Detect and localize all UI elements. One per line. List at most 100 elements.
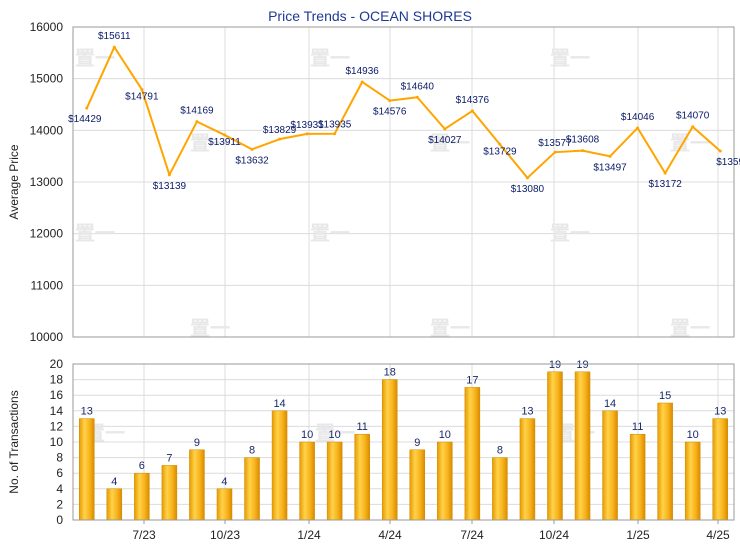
bar-data-label: 14 [273, 398, 285, 410]
price-data-label: $13497 [593, 162, 627, 173]
y-tick-label: 12000 [30, 227, 64, 241]
transaction-bar [437, 441, 453, 521]
price-point [360, 80, 364, 84]
bar-data-label: 9 [414, 437, 420, 449]
bar-data-label: 11 [356, 421, 367, 433]
watermark: 置一 [315, 421, 355, 445]
price-data-label: $13632 [235, 155, 269, 166]
transaction-bar [629, 433, 646, 521]
bar-data-label: 19 [549, 359, 561, 371]
y-tick-label: 14 [50, 404, 64, 418]
price-data-label: $13172 [648, 179, 682, 190]
y-tick-label: 2 [56, 497, 63, 511]
bar-data-label: 17 [466, 374, 478, 386]
price-data-label: $13729 [483, 146, 517, 157]
watermark: 置一 [430, 316, 470, 340]
bar-data-label: 8 [497, 445, 503, 457]
y-axis-title-price: Average Price [7, 144, 21, 219]
price-point [112, 45, 116, 49]
watermark: 置一 [670, 131, 710, 155]
price-data-label: $13080 [511, 184, 545, 195]
watermark: 置一 [190, 316, 230, 340]
y-tick-label: 10000 [30, 330, 64, 344]
price-point [443, 127, 447, 131]
price-point [167, 173, 171, 177]
price-data-label: $14429 [68, 114, 102, 125]
transaction-bar [161, 465, 178, 521]
price-point [636, 126, 640, 130]
price-data-label: $14640 [401, 81, 435, 92]
price-data-label: $13139 [153, 181, 187, 192]
bar-data-label: 18 [384, 367, 396, 379]
y-tick-label: 14000 [30, 123, 64, 137]
bar-data-label: 13 [714, 406, 726, 418]
bar-data-label: 7 [166, 452, 172, 464]
watermark: 置一 [310, 46, 350, 70]
price-point [415, 95, 419, 99]
transaction-bar [684, 441, 701, 521]
transaction-bar [547, 371, 563, 521]
price-point [333, 132, 337, 136]
price-point [222, 133, 226, 137]
price-point [388, 99, 392, 103]
price-point [250, 147, 254, 151]
bar-data-label: 10 [301, 429, 313, 441]
price-data-label: $13911 [208, 137, 241, 148]
chart-title: Price Trends - OCEAN SHORES [268, 8, 472, 24]
bar-data-label: 9 [194, 437, 200, 449]
price-point [663, 171, 667, 175]
price-data-label: $14576 [373, 107, 407, 118]
y-tick-label: 0 [56, 513, 63, 527]
bar-data-label: 15 [659, 390, 671, 402]
price-point [718, 149, 722, 153]
y-tick-label: 18 [50, 373, 64, 387]
watermark: 置一 [670, 316, 710, 340]
y-tick-label: 16 [50, 388, 64, 402]
price-data-label: $14936 [346, 66, 380, 77]
price-point [278, 137, 282, 141]
bar-data-label: 19 [576, 359, 588, 371]
price-point [608, 154, 612, 158]
transaction-bar [409, 449, 426, 521]
transaction-bar [712, 418, 728, 521]
bar-data-label: 13 [81, 406, 93, 418]
x-tick-label: 10/23 [210, 528, 240, 542]
price-data-label: $13935 [318, 120, 352, 131]
y-tick-label: 4 [56, 482, 63, 496]
price-data-label: $13577 [538, 138, 572, 149]
bar-data-label: 11 [632, 421, 643, 433]
transaction-bar [381, 379, 398, 521]
price-point [581, 149, 585, 153]
x-tick-label: 4/25 [706, 528, 730, 542]
transactions-bar-panel: 02468101214161820置一置一置一13467948141010111… [7, 357, 735, 542]
plot-frame [72, 363, 735, 521]
price-data-label: $14027 [428, 135, 462, 146]
transaction-bar [216, 488, 233, 521]
bar-data-label: 4 [221, 476, 227, 488]
price-data-label: $14070 [676, 111, 710, 122]
bar-data-label: 10 [329, 429, 341, 441]
bar-data-label: 10 [439, 429, 451, 441]
price-data-label: $15611 [98, 31, 131, 42]
price-point [691, 125, 695, 129]
transaction-bar [464, 387, 481, 521]
transaction-bar [189, 449, 205, 521]
price-point [498, 142, 502, 146]
bar-data-label: 10 [687, 429, 699, 441]
transaction-bar [354, 433, 370, 521]
transaction-bar [271, 410, 288, 521]
price-point [470, 109, 474, 113]
bar-data-label: 8 [249, 445, 255, 457]
y-tick-label: 11000 [31, 278, 64, 292]
x-tick-label: 7/24 [460, 528, 484, 542]
y-tick-label: 8 [56, 451, 63, 465]
price-data-label: $14046 [621, 112, 655, 123]
transaction-bar [244, 457, 260, 521]
y-tick-label: 13000 [30, 175, 64, 189]
price-line-panel: 10000110001200013000140001500016000置一置一置… [7, 20, 740, 344]
bar-data-label: 6 [139, 460, 145, 472]
watermark: 置一 [550, 221, 590, 245]
price-data-label: $14169 [180, 106, 214, 117]
